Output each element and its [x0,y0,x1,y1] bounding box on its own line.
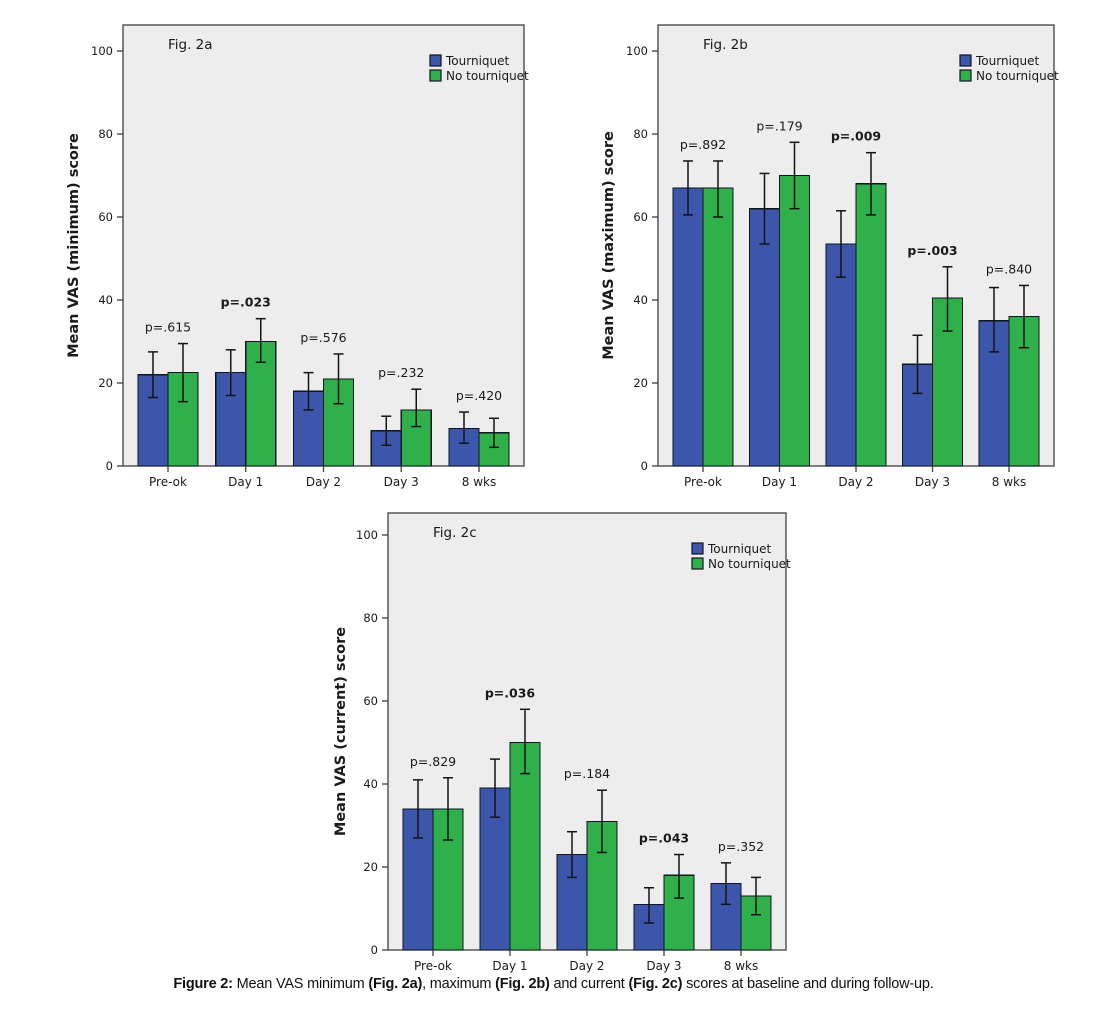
bar-tourniquet-day-1 [748,208,781,467]
x-tick-label: Day 1 [762,475,797,489]
bar-no-tourniquet-day-1 [509,741,541,951]
p-value-label: p=.184 [564,766,610,781]
y-axis-title: Mean VAS (maximum) score [601,131,617,360]
chart-title: Fig. 2b [703,37,748,53]
y-axis-title: Mean VAS (minimum) score [66,133,82,358]
x-tick-label: Day 3 [646,959,681,973]
x-tick-label: Day 1 [228,475,263,489]
chart-svg-fig2c: 0 20 40 60 80 100 Mean VAS (current) score Fig.… [333,512,791,973]
p-value-label: p=.892 [680,137,726,152]
p-value-label: p=.009 [831,129,881,144]
y-tick-label: 20 [633,376,648,390]
y-tick-label: 100 [356,528,378,542]
p-value-label: p=.840 [986,261,1032,276]
chart-panel-fig2b: 0 20 40 60 80 100 Mean VAS (maximum) score Fig.… [588,4,1080,500]
legend-label: Tourniquet [707,542,772,556]
caption-bold-segment: Figure 2: [173,976,233,992]
chart-title: Fig. 2c [433,525,477,541]
p-value-label: p=.576 [300,330,346,345]
x-tick-label: 8 wks [724,959,758,973]
x-tick-label: Pre-ok [414,959,452,973]
y-tick-label: 60 [98,210,113,224]
p-value-label: p=.003 [907,243,957,258]
caption-segment: , maximum [422,976,496,992]
p-value-label: p=.179 [756,118,802,133]
bar-no-tourniquet-day-2 [322,378,355,467]
x-tick-label: 8 wks [992,475,1026,489]
p-value-label: p=.352 [718,839,764,854]
caption-bold-segment: (Fig. 2c) [628,976,683,992]
bar-no-tourniquet-pre-ok [702,187,734,467]
y-axis-title: Mean VAS (current) score [333,627,349,836]
chart-panel-fig2c: 0 20 40 60 80 100 Mean VAS (current) score Fig.… [320,502,806,984]
x-tick-label: 8 wks [462,475,496,489]
bar-tourniquet-pre-ok [672,187,704,467]
caption-segment: and current [549,976,629,992]
p-value-label: p=.023 [221,295,271,310]
legend-swatch-tourniquet [959,54,972,67]
y-tick-label: 100 [91,44,113,58]
legend-swatch-tourniquet [429,54,442,67]
y-tick-label: 80 [98,127,113,141]
caption-bold-segment: (Fig. 2b) [495,976,550,992]
p-value-label: p=.043 [639,831,689,846]
chart-title: Fig. 2a [168,37,213,53]
y-tick-label: 60 [363,694,378,708]
y-tick-label: 60 [633,210,648,224]
x-tick-label: Day 2 [306,475,341,489]
bar-tourniquet-day-2 [825,243,857,467]
x-tick-label: Day 2 [838,475,873,489]
x-tick-label: Pre-ok [684,475,722,489]
caption-segment: Mean VAS minimum [232,976,369,992]
y-tick-label: 40 [633,293,648,307]
p-value-label: p=.232 [378,365,424,380]
x-tick-label: Day 3 [915,475,950,489]
y-tick-label: 20 [98,376,113,390]
chart-svg-fig2b: 0 20 40 60 80 100 Mean VAS (maximum) score Fig.… [601,24,1059,489]
y-tick-label: 80 [633,127,648,141]
legend-label: No tourniquet [976,69,1059,83]
y-tick-label: 20 [363,860,378,874]
legend-swatch-no-tourniquet [959,69,972,82]
bar-no-tourniquet-day-1 [778,174,811,467]
p-value-label: p=.615 [145,320,191,335]
legend-swatch-no-tourniquet [429,69,442,82]
bar-tourniquet-day-1 [479,787,511,951]
y-tick-label: 0 [371,943,378,957]
legend-swatch-no-tourniquet [691,557,704,570]
y-tick-label: 0 [106,459,113,473]
p-value-label: p=.829 [410,754,456,769]
y-tick-label: 40 [98,293,113,307]
legend-label: No tourniquet [708,557,791,571]
chart-panel-fig2a: 0 20 40 60 80 100 Mean VAS (minimum) score Fig.… [50,4,536,500]
y-tick-label: 0 [641,459,648,473]
x-tick-label: Day 2 [569,959,604,973]
bar-no-tourniquet-day-2 [855,183,887,467]
legend-label: Tourniquet [445,54,510,68]
caption-bold-segment: (Fig. 2a) [368,976,423,992]
legend-label: Tourniquet [975,54,1040,68]
figure-caption: Figure 2: Mean VAS minimum (Fig. 2a), ma… [0,976,1107,992]
legend-swatch-tourniquet [691,542,704,555]
y-tick-label: 100 [626,44,648,58]
x-tick-label: Pre-ok [149,475,187,489]
x-tick-label: Day 1 [492,959,527,973]
caption-segment: scores at baseline and during follow-up. [682,976,934,992]
y-tick-label: 80 [363,611,378,625]
chart-svg-fig2a: 0 20 40 60 80 100 Mean VAS (minimum) score Fig.… [66,24,529,489]
legend-label: No tourniquet [446,69,529,83]
p-value-label: p=.036 [485,685,536,700]
p-value-label: p=.420 [456,388,502,403]
y-tick-label: 40 [363,777,378,791]
x-tick-label: Day 3 [384,475,419,489]
